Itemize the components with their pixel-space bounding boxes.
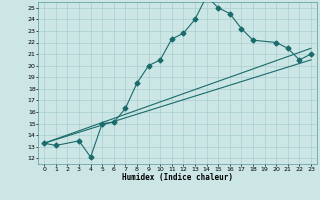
X-axis label: Humidex (Indice chaleur): Humidex (Indice chaleur) [122,173,233,182]
